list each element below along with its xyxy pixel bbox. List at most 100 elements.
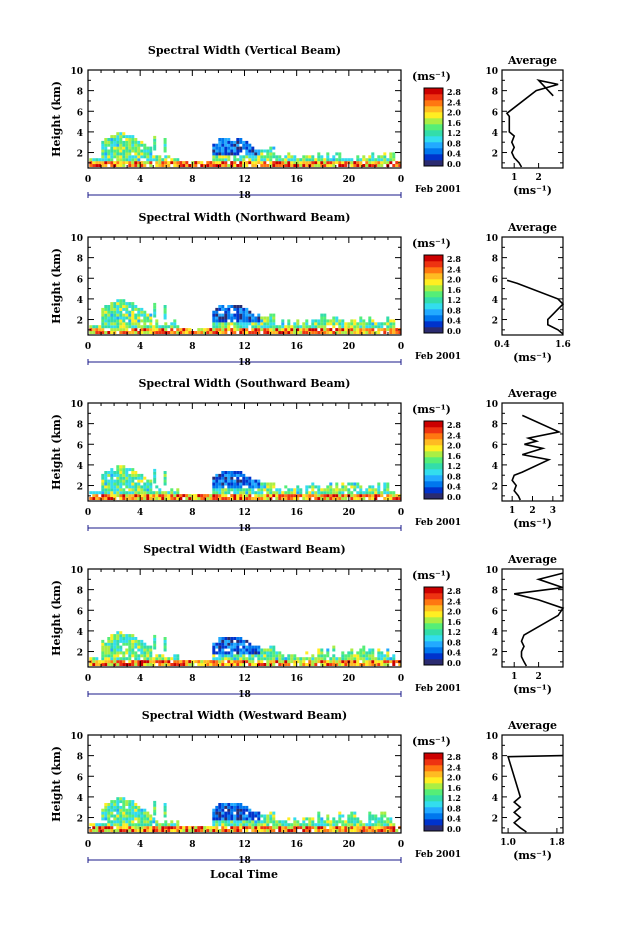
- heatmap-cell: [233, 494, 237, 498]
- heatmap-cell: [116, 800, 120, 804]
- heatmap-cell: [137, 482, 141, 486]
- heatmap-cell: [311, 485, 315, 489]
- heatmap-cell: [296, 488, 300, 492]
- y-tick-label: 6: [77, 275, 83, 285]
- heatmap-cell: [119, 322, 123, 326]
- heatmap-cell: [224, 817, 228, 821]
- heatmap-cell: [281, 663, 285, 666]
- heatmap-cell: [353, 660, 357, 664]
- heatmap-cell: [116, 155, 120, 159]
- x-tick-label: 0: [398, 674, 404, 684]
- heatmap-cell: [350, 663, 354, 666]
- heatmap-cell: [257, 648, 261, 652]
- heatmap-cell: [104, 808, 108, 812]
- heatmap-cell: [110, 820, 114, 824]
- heatmap-cell: [134, 811, 138, 815]
- heatmap-cell: [137, 331, 141, 334]
- heatmap-cell: [245, 823, 249, 827]
- avg-x-tick-label: 2: [535, 672, 541, 682]
- heatmap-cell: [275, 654, 279, 658]
- heatmap-cell: [296, 657, 300, 661]
- heatmap-cell: [153, 637, 157, 641]
- heatmap-cell: [284, 820, 288, 824]
- heatmap-cell: [221, 645, 225, 649]
- heatmap-cell: [233, 657, 237, 661]
- colorbar-swatch: [424, 106, 443, 113]
- heatmap-cell: [362, 826, 366, 830]
- heatmap-cell: [248, 152, 252, 156]
- heatmap-cell: [110, 639, 114, 643]
- heatmap-cell: [152, 817, 156, 821]
- heatmap-cell: [341, 331, 345, 334]
- heatmap-cell: [380, 491, 384, 495]
- heatmap-cell: [212, 829, 216, 832]
- heatmap-cell: [140, 826, 144, 830]
- heatmap-cell: [287, 826, 291, 830]
- heatmap-cell: [374, 817, 378, 821]
- heatmap-cell: [242, 313, 246, 317]
- heatmap-cell: [263, 316, 267, 320]
- avg-y-tick-label: 2: [492, 317, 498, 327]
- heatmap-cell: [251, 164, 255, 167]
- heatmap-cells: [89, 631, 402, 666]
- heatmap-cell: [170, 322, 174, 326]
- heatmap-cell: [164, 161, 168, 165]
- heatmap-cell: [269, 482, 273, 486]
- heatmap-cell: [278, 494, 282, 498]
- colorbar-swatch: [424, 617, 443, 624]
- heatmap-cell: [163, 307, 167, 311]
- panel-title: Spectral Width (Northward Beam): [139, 211, 351, 224]
- heatmap-cell: [95, 164, 99, 167]
- heatmap-cell: [107, 491, 111, 495]
- heatmap-cell: [134, 152, 138, 156]
- heatmap-cell: [269, 654, 273, 658]
- heatmap-cell: [143, 817, 147, 821]
- heatmap-cell: [107, 140, 111, 144]
- y-tick-label: 6: [77, 441, 83, 451]
- heatmap-cell: [212, 328, 216, 332]
- heatmap-cell: [341, 488, 345, 492]
- heatmap-cell: [275, 657, 279, 661]
- heatmap-cell: [332, 494, 336, 498]
- heatmap-cell: [119, 310, 123, 314]
- heatmap-cell: [269, 322, 273, 326]
- heatmap-cell: [128, 479, 132, 483]
- heatmap-cell: [119, 138, 123, 141]
- heatmap-cell: [377, 817, 381, 821]
- heatmap-cell: [113, 146, 117, 150]
- heatmap-cell: [317, 485, 321, 489]
- heatmap-cell: [218, 161, 222, 165]
- heatmap-cell: [89, 663, 93, 666]
- colorbar-tick-label: 2.4: [447, 97, 461, 107]
- heatmap-cell: [212, 491, 216, 495]
- heatmap-cell: [254, 485, 258, 489]
- heatmap-cell: [257, 814, 261, 818]
- heatmap-cell: [374, 494, 378, 498]
- avg-y-tick-label: 6: [492, 441, 498, 451]
- heatmap-cell: [104, 814, 108, 818]
- heatmap-cell: [305, 491, 309, 495]
- heatmap-cell: [153, 305, 157, 309]
- heatmap-cell: [317, 657, 321, 661]
- x-tick-label: 0: [85, 175, 91, 185]
- heatmap-cell: [263, 328, 267, 332]
- heatmap-cell: [305, 331, 309, 334]
- heatmap-cell: [125, 149, 129, 153]
- heatmap-cell: [146, 651, 150, 655]
- heatmap-cell: [266, 322, 270, 326]
- heatmap-cell: [296, 823, 300, 827]
- heatmap-cell: [128, 155, 132, 159]
- heatmap-cell: [245, 322, 249, 326]
- heatmap-cell: [104, 313, 108, 317]
- heatmap-cell: [209, 164, 213, 167]
- heatmap-cell: [374, 814, 378, 818]
- heatmap-cell: [350, 829, 354, 832]
- heatmap-cell: [236, 488, 240, 492]
- heatmap-cell: [95, 491, 99, 495]
- heatmap-cell: [119, 305, 123, 308]
- heatmap-cell: [281, 829, 285, 832]
- heatmap-cell: [302, 823, 306, 827]
- heatmap-cell: [153, 634, 157, 638]
- heatmap-cell: [218, 146, 222, 150]
- heatmap-cell: [101, 331, 105, 334]
